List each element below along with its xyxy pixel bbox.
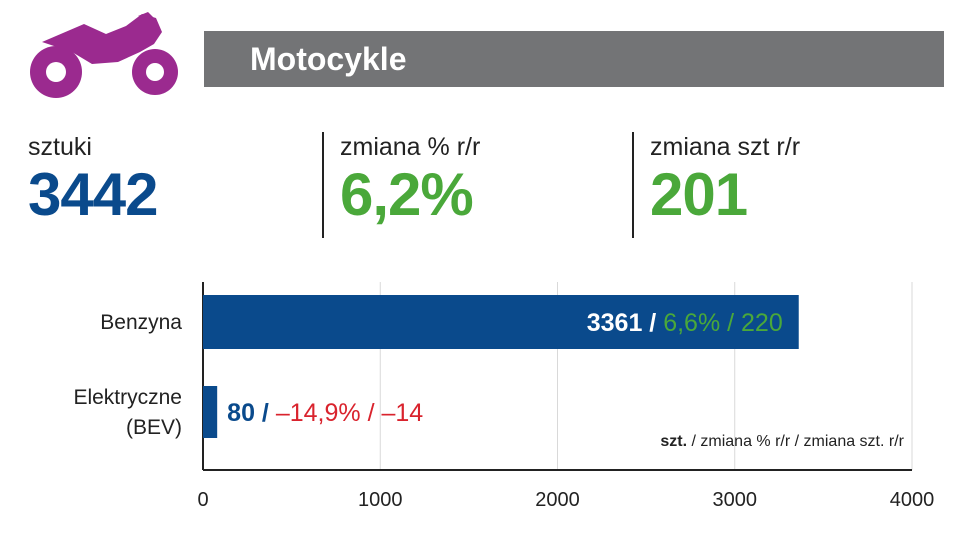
stat-change-units: zmiana szt r/r 201 xyxy=(632,132,800,238)
x-tick-label: 1000 xyxy=(358,489,403,511)
stat-change-percent-label: zmiana % r/r xyxy=(340,133,481,161)
title-bar: Motocykle xyxy=(204,31,944,87)
bar xyxy=(203,295,799,349)
data-label: 80 / –14,9% / –14 xyxy=(227,399,423,427)
x-tick-label: 0 xyxy=(197,489,208,511)
x-tick-label: 4000 xyxy=(890,489,935,511)
category-label: Elektryczne (BEV) xyxy=(73,386,182,439)
stat-units-value: 3442 xyxy=(28,161,158,228)
legend-note: szt. / zmiana % r/r / zmiana szt. r/r xyxy=(660,433,904,450)
stat-units-label: sztuki xyxy=(28,133,92,161)
page-title: Motocykle xyxy=(250,40,407,77)
stat-change-percent-value: 6,2% xyxy=(340,161,474,228)
bar xyxy=(203,386,218,438)
stat-units: sztuki 3442 xyxy=(28,132,158,238)
data-label: 3361 / 6,6% / 220 xyxy=(587,309,783,337)
stat-change-percent: zmiana % r/r 6,2% xyxy=(322,132,480,238)
category-label: Benzyna xyxy=(100,311,182,334)
x-tick-label: 3000 xyxy=(713,489,758,511)
bar-chart: 0 1000 2000 3000 4000 Benzyna 3361 / 6,6% / 22… xyxy=(73,282,935,511)
x-tick-label: 2000 xyxy=(535,489,580,511)
motorcycle-icon xyxy=(30,12,178,98)
stat-change-units-value: 201 xyxy=(650,161,748,228)
stat-change-units-label: zmiana szt r/r xyxy=(650,133,801,161)
